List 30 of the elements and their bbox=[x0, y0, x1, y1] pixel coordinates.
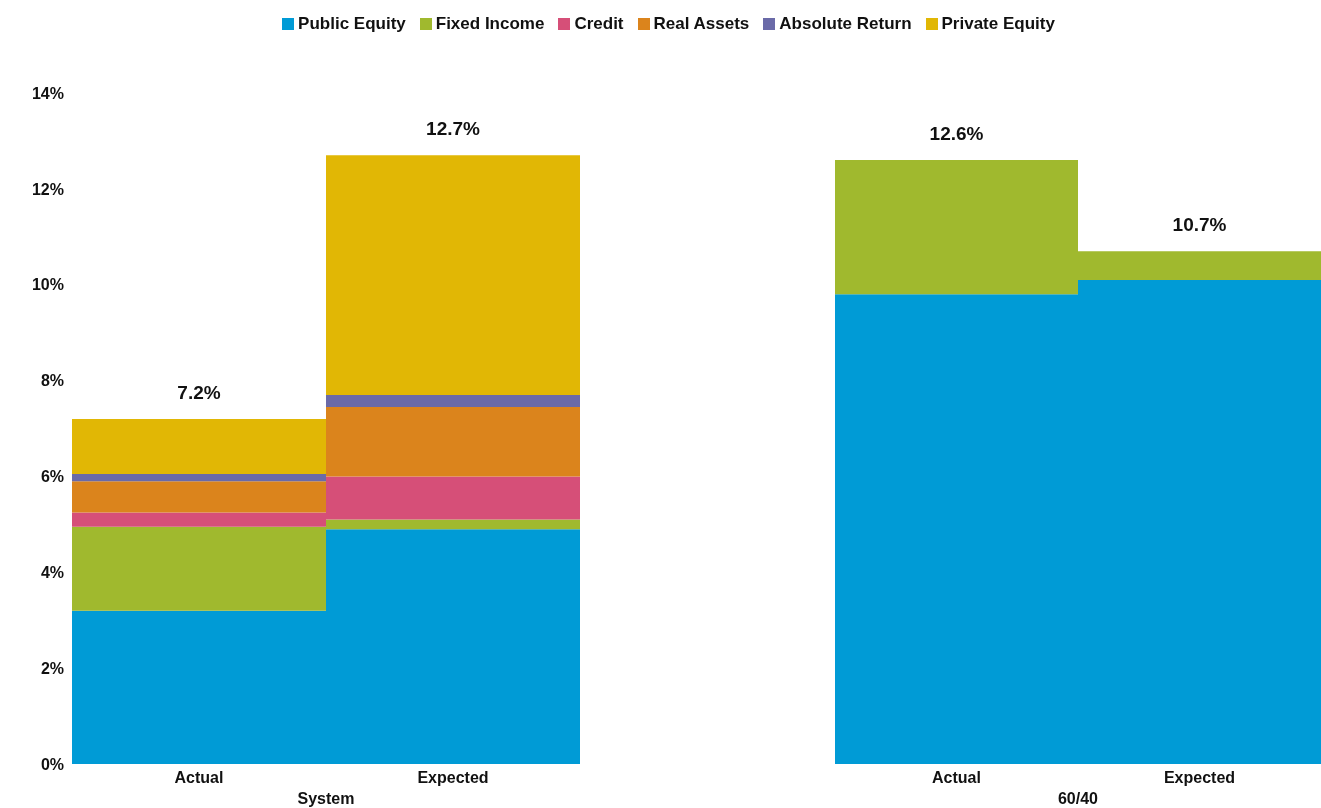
bar bbox=[72, 481, 326, 513]
legend-label: Private Equity bbox=[941, 14, 1055, 34]
y-tick-label: 12% bbox=[31, 180, 64, 198]
legend-label: Credit bbox=[574, 14, 624, 34]
total-label: 10.7% bbox=[1172, 214, 1227, 236]
x-axis-title: 60/40 bbox=[1057, 790, 1099, 807]
total-label: 12.6% bbox=[929, 123, 984, 145]
y-tick-label: 10% bbox=[31, 276, 64, 294]
legend-label: Absolute Return bbox=[779, 14, 912, 34]
bar bbox=[326, 394, 580, 407]
bar bbox=[326, 155, 580, 395]
x-tick-label: Actual bbox=[932, 769, 981, 787]
total-label: 12.7% bbox=[426, 118, 481, 140]
y-tick-label: 0% bbox=[40, 755, 64, 773]
total-label: 7.2% bbox=[177, 381, 221, 403]
x-tick-label: Expected bbox=[1163, 769, 1236, 787]
bar bbox=[326, 406, 580, 477]
legend-label: Fixed Income bbox=[435, 14, 545, 34]
x-axis-title: System bbox=[297, 790, 355, 807]
y-tick-label: 2% bbox=[40, 659, 64, 677]
y-tick-label: 8% bbox=[40, 372, 64, 390]
x-tick-label: Expected bbox=[417, 769, 489, 787]
y-tick-label: 14% bbox=[31, 84, 64, 102]
x-tick-label: Actual bbox=[174, 769, 224, 787]
y-tick-label: 4% bbox=[40, 563, 64, 581]
legend-label: Public Equity bbox=[298, 14, 406, 34]
bar bbox=[72, 418, 326, 475]
y-tick-label: 6% bbox=[40, 468, 64, 486]
bar bbox=[72, 474, 326, 482]
legend-label: Real Assets bbox=[653, 14, 750, 34]
